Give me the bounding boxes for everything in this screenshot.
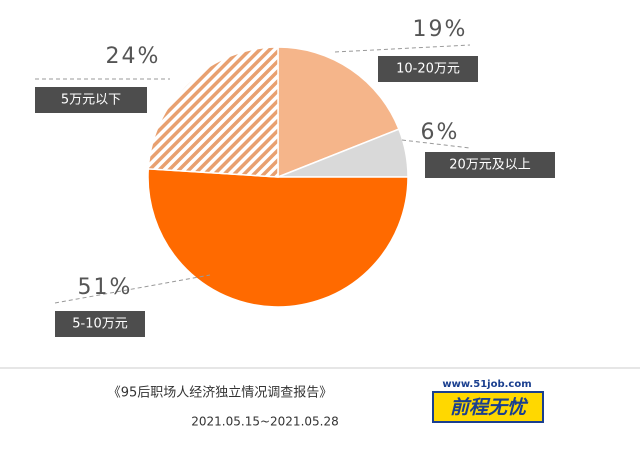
- logo-box: [432, 391, 544, 423]
- value-label: 19%: [413, 17, 468, 42]
- logo-name: 前程无忧: [450, 397, 529, 419]
- logo: www.51job.com 前程无忧: [432, 379, 544, 423]
- pie-slice: [277, 46, 400, 179]
- category-box: [35, 87, 147, 113]
- category-box: [55, 311, 145, 337]
- logo-url: www.51job.com: [442, 379, 531, 390]
- category-label: 5-10万元: [72, 317, 128, 332]
- date-range: 2021.05.15~2021.05.28: [191, 415, 338, 429]
- value-label: 51%: [78, 275, 133, 300]
- value-label: 6%: [421, 120, 460, 145]
- category-label: 20万元及以上: [449, 158, 531, 173]
- category-box: [378, 56, 478, 82]
- leader-line: [54, 274, 211, 304]
- category-box: [425, 152, 555, 178]
- category-label: 5万元以下: [61, 93, 121, 108]
- pie-slice: [147, 46, 279, 178]
- value-label: 24%: [106, 44, 161, 69]
- category-label: 10-20万元: [396, 62, 460, 77]
- leader-line: [334, 44, 471, 53]
- report-title: 《95后职场人经济独立情况调查报告》: [108, 386, 333, 401]
- pie-slice: [147, 168, 409, 308]
- leader-line: [401, 139, 471, 149]
